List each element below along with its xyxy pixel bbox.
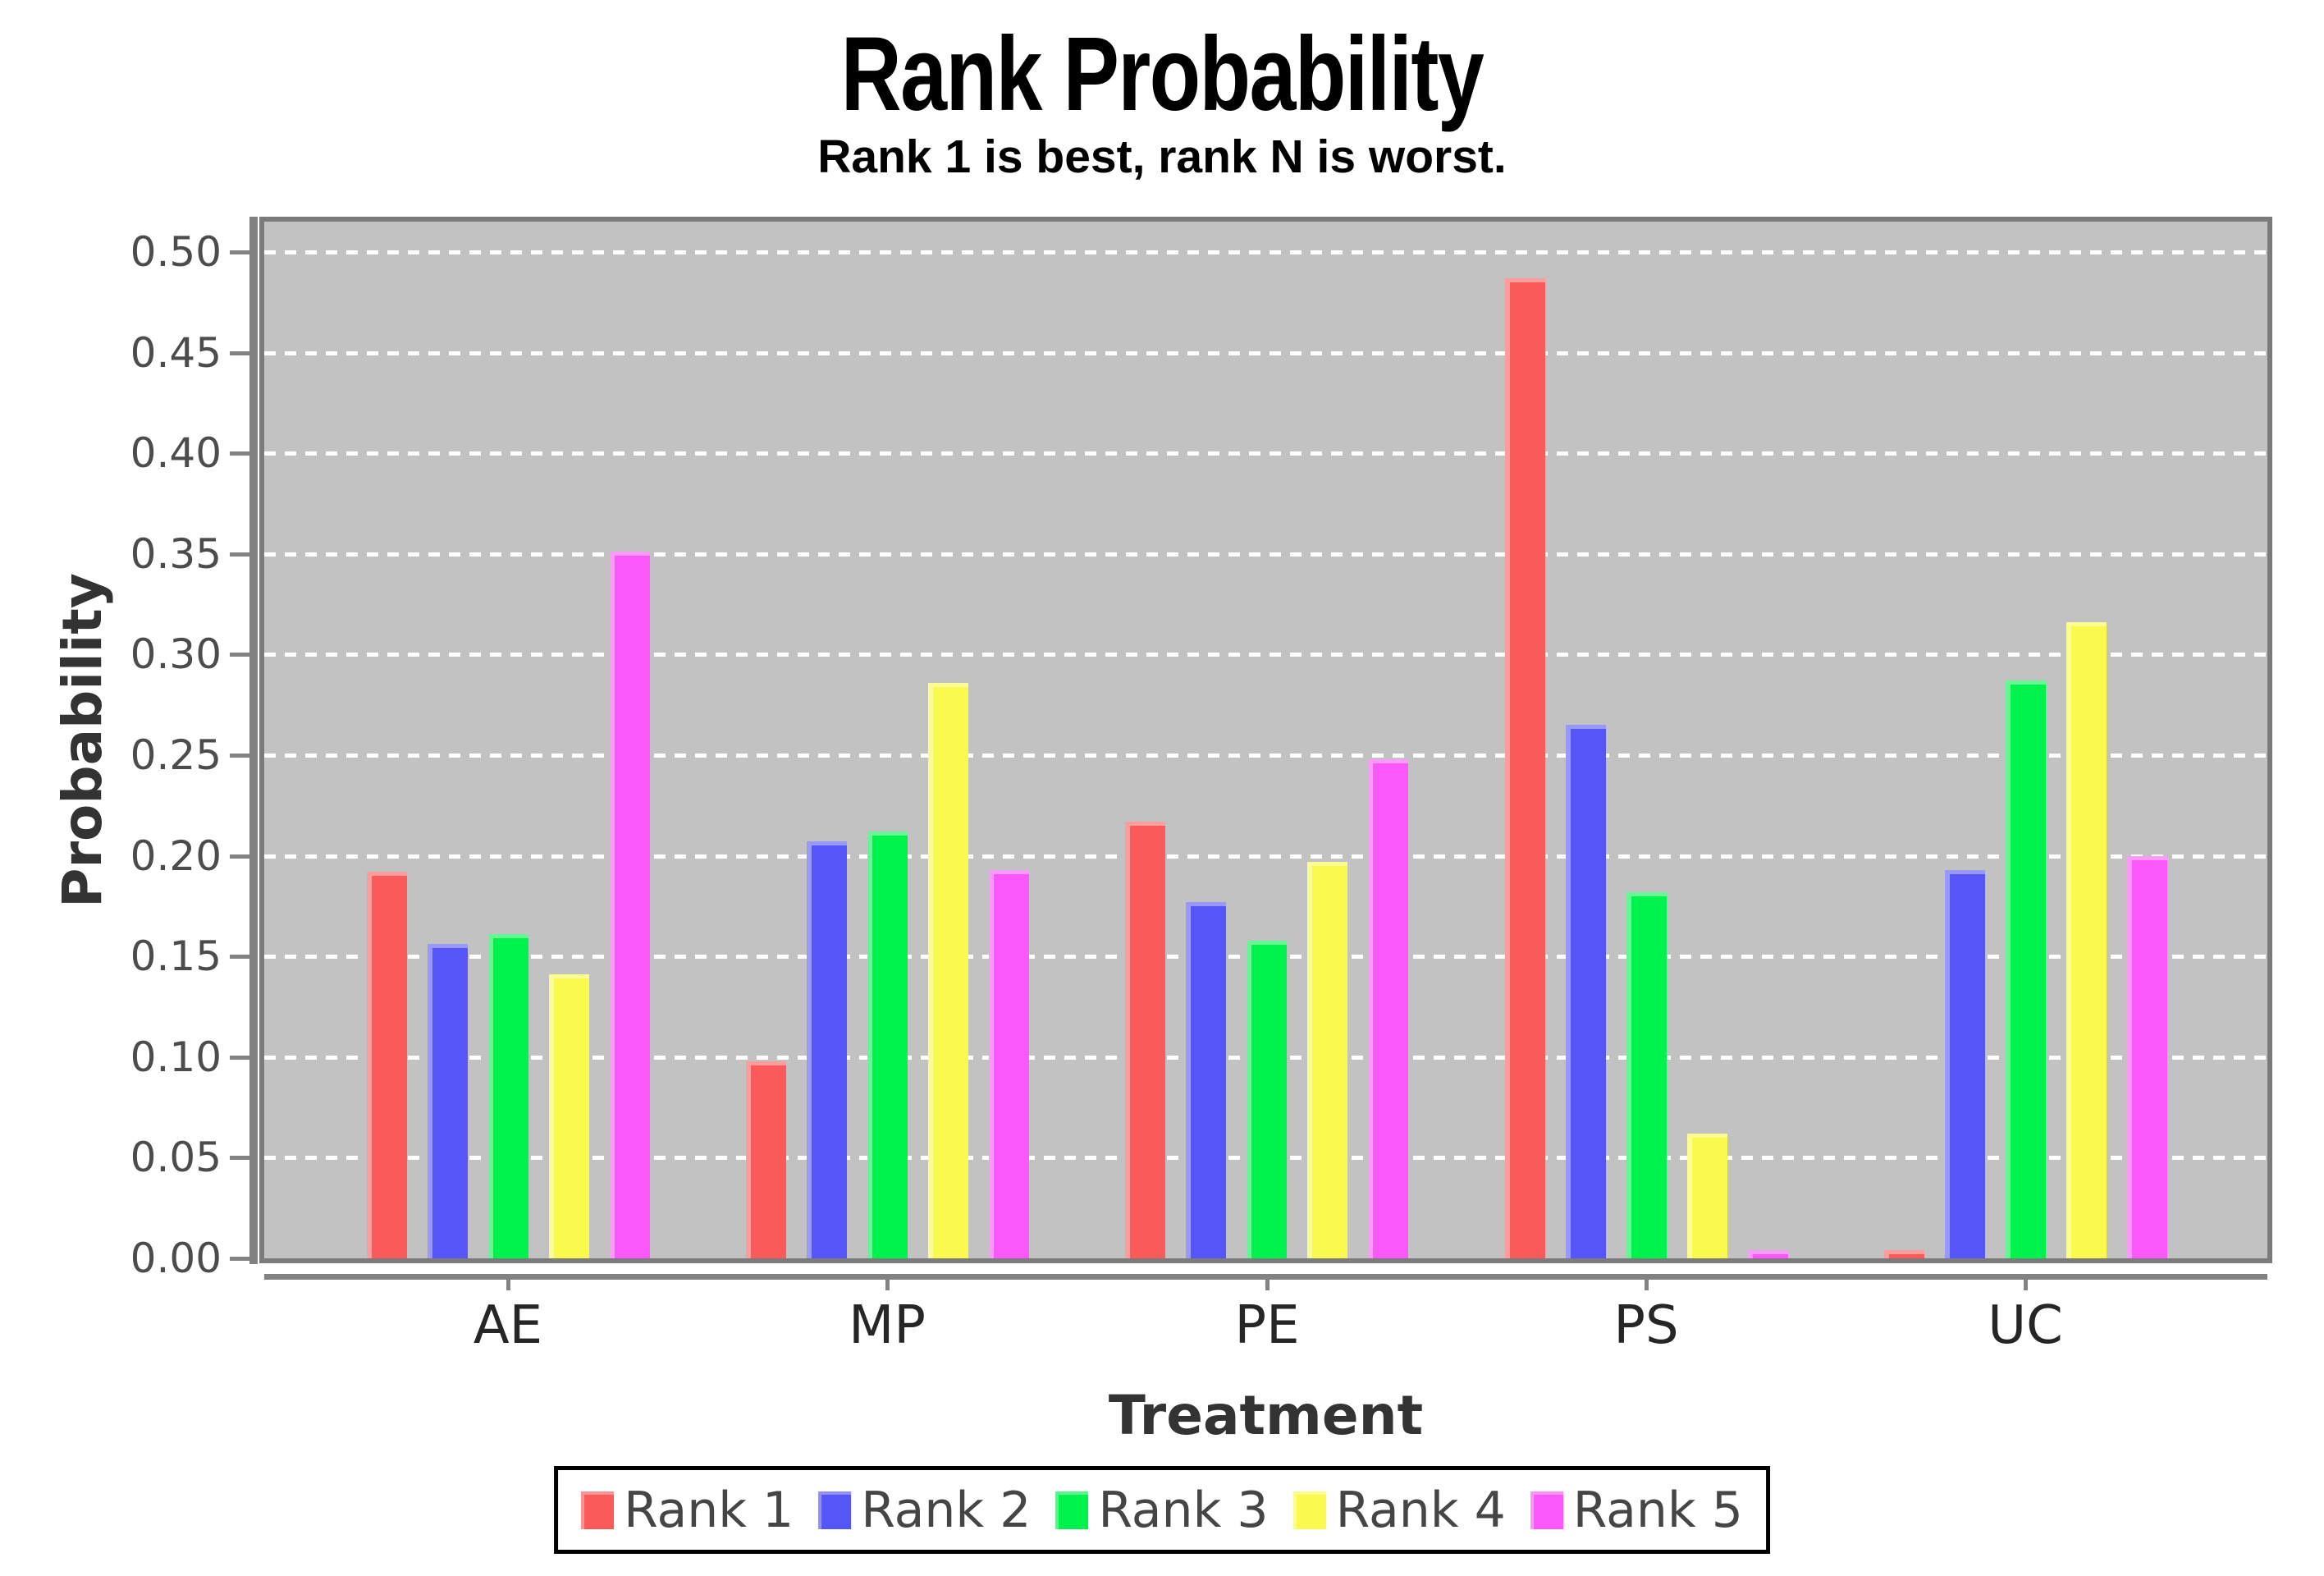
bar-pe-rank-4 <box>1307 862 1347 1258</box>
gridline <box>264 854 2267 859</box>
gridline <box>264 351 2267 355</box>
bar-mp-rank-1 <box>746 1061 786 1258</box>
y-tick-label: 0.05 <box>130 1134 222 1181</box>
legend-swatch <box>581 1491 615 1529</box>
y-tick <box>230 1257 251 1261</box>
y-tick-label: 0.35 <box>130 530 222 578</box>
bar-ps-rank-3 <box>1626 892 1667 1258</box>
y-tick-label: 0.40 <box>130 429 222 477</box>
y-tick-label: 0.15 <box>130 932 222 980</box>
gridline <box>264 552 2267 557</box>
y-tick-label: 0.10 <box>130 1033 222 1081</box>
x-tick <box>885 1280 890 1290</box>
legend-swatch <box>1292 1491 1326 1529</box>
bar-ps-rank-1 <box>1505 278 1545 1258</box>
gridline <box>264 653 2267 657</box>
y-tick-label: 0.45 <box>130 329 222 377</box>
bar-ps-rank-5 <box>1748 1250 1788 1258</box>
y-tick-label: 0.50 <box>130 228 222 276</box>
bar-ae-rank-1 <box>367 872 407 1258</box>
y-tick-label: 0.20 <box>130 832 222 880</box>
y-tick <box>230 854 251 859</box>
category-label-pe: PE <box>1234 1295 1300 1356</box>
x-tick <box>2024 1280 2028 1290</box>
legend-label: Rank 1 <box>624 1481 794 1539</box>
bar-ae-rank-2 <box>428 944 468 1258</box>
category-label-ae: AE <box>473 1295 543 1356</box>
y-tick <box>230 1056 251 1060</box>
y-tick <box>230 955 251 959</box>
y-tick <box>230 351 251 355</box>
y-axis-title: Probability <box>51 573 114 908</box>
x-tick <box>506 1280 510 1290</box>
category-label-ps: PS <box>1613 1295 1679 1356</box>
y-tick <box>230 250 251 254</box>
legend-item: Rank 1 <box>581 1482 794 1539</box>
bar-ae-rank-3 <box>488 934 528 1258</box>
bar-pe-rank-2 <box>1186 902 1226 1258</box>
gridline <box>264 451 2267 456</box>
bar-mp-rank-3 <box>867 832 908 1258</box>
chart-title-text: Rank Probability <box>840 16 1485 133</box>
legend-label: Rank 3 <box>1098 1481 1269 1539</box>
bar-mp-rank-5 <box>989 870 1029 1258</box>
bar-ps-rank-4 <box>1687 1134 1727 1258</box>
y-tick <box>230 754 251 758</box>
bar-pe-rank-5 <box>1368 759 1408 1258</box>
category-label-mp: MP <box>849 1295 926 1356</box>
legend-label: Rank 5 <box>1572 1481 1743 1539</box>
legend-item: Rank 4 <box>1292 1481 1506 1539</box>
bar-mp-rank-2 <box>807 841 847 1258</box>
y-tick <box>230 451 251 456</box>
x-axis-line <box>264 1274 2267 1280</box>
legend-label: Rank 4 <box>1335 1481 1506 1539</box>
legend-swatch <box>818 1491 852 1529</box>
bar-ae-rank-4 <box>549 974 589 1258</box>
plot-area <box>264 222 2267 1258</box>
bar-pe-rank-1 <box>1125 822 1165 1258</box>
bar-uc-rank-1 <box>1884 1250 1924 1258</box>
y-tick <box>230 552 251 557</box>
legend-item: Rank 5 <box>1530 1482 1743 1539</box>
bar-ps-rank-2 <box>1566 725 1606 1258</box>
category-label-uc: UC <box>1988 1295 2063 1356</box>
bar-pe-rank-3 <box>1247 941 1287 1258</box>
legend-item: Rank 2 <box>818 1482 1031 1539</box>
bar-uc-rank-3 <box>2006 680 2046 1258</box>
y-axis-line <box>249 217 258 1264</box>
gridline <box>264 754 2267 758</box>
legend-swatch <box>1055 1491 1089 1529</box>
x-tick <box>1645 1280 1649 1290</box>
chart-subtitle: Rank 1 is best, rank N is worst. <box>817 131 1507 183</box>
bar-uc-rank-5 <box>2127 856 2167 1258</box>
y-tick-label: 0.00 <box>130 1235 222 1282</box>
legend-item: Rank 3 <box>1055 1481 1269 1539</box>
gridline <box>264 250 2267 254</box>
bar-uc-rank-4 <box>2066 622 2107 1258</box>
y-tick <box>230 1156 251 1160</box>
x-tick <box>1265 1280 1270 1290</box>
bar-mp-rank-4 <box>928 683 968 1258</box>
legend-label: Rank 2 <box>861 1481 1032 1539</box>
y-tick-label: 0.30 <box>130 630 222 678</box>
x-axis-title: Treatment <box>1108 1384 1424 1447</box>
y-tick <box>230 653 251 657</box>
y-tick-label: 0.25 <box>130 731 222 779</box>
chart-title: Rank Probability <box>0 16 2324 133</box>
bar-uc-rank-2 <box>1945 870 1985 1258</box>
legend-swatch <box>1530 1491 1563 1529</box>
legend-box: Rank 1 Rank 2 Rank 3 Rank 4 Rank 5 <box>554 1466 1770 1554</box>
bar-ae-rank-5 <box>610 552 650 1258</box>
